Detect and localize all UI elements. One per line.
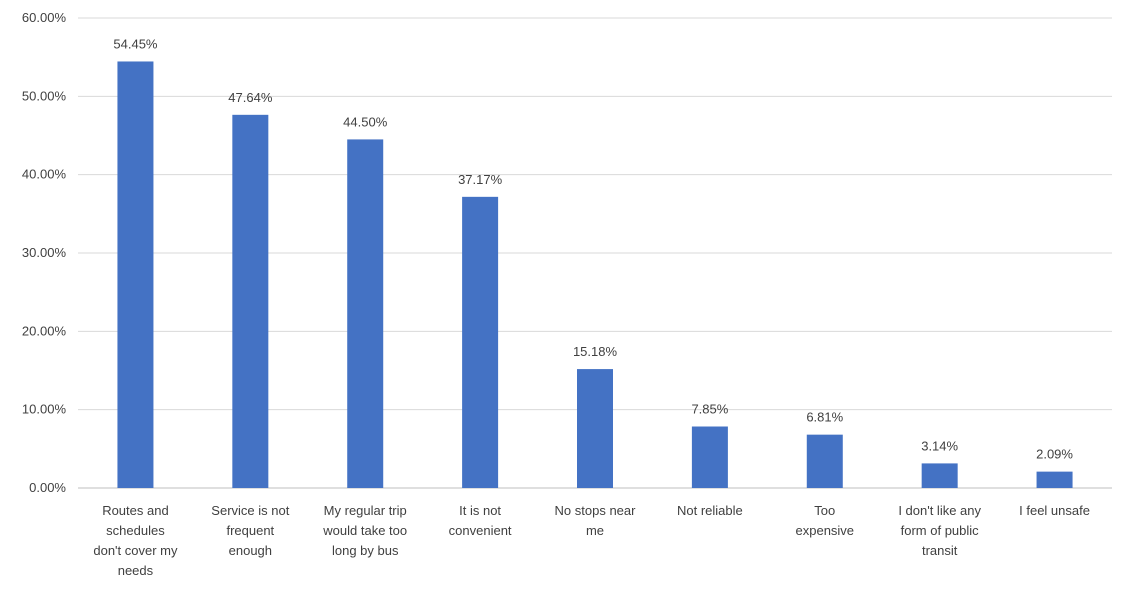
bar xyxy=(232,114,269,488)
category-label-line: My regular trip xyxy=(324,503,407,518)
category-label-line: It is not xyxy=(459,503,501,518)
category-label-line: I don't like any xyxy=(898,503,981,518)
x-axis-categories: Routes and schedules don't cover my needs Se… xyxy=(93,503,1090,578)
data-label: 15.18% xyxy=(573,344,618,359)
category-label: I feel unsafe xyxy=(1019,503,1090,518)
y-tick-label: 40.00% xyxy=(22,167,67,182)
bars xyxy=(117,61,1073,488)
category-label-line: long by bus xyxy=(332,543,399,558)
bar xyxy=(577,369,613,488)
category-label-line: convenient xyxy=(449,523,512,538)
category-label-line: enough xyxy=(229,543,272,558)
y-tick-label: 30.00% xyxy=(22,245,67,260)
category-label: My regular trip would take too long by bus xyxy=(322,503,407,558)
category-label-line: Service is not xyxy=(211,503,289,518)
category-label-line: needs xyxy=(118,563,154,578)
data-label: 3.14% xyxy=(921,438,958,453)
data-label: 54.45% xyxy=(113,36,158,51)
bar xyxy=(1036,471,1073,488)
bar xyxy=(462,196,499,488)
y-tick-label: 10.00% xyxy=(22,402,67,417)
y-axis-ticks: 0.00% 10.00% 20.00% 30.00% 40.00% 50.00% 60.00… xyxy=(22,10,67,495)
bar xyxy=(117,61,154,488)
category-label-line: me xyxy=(586,523,604,538)
category-label-line: Routes and xyxy=(102,503,169,518)
category-label-line: expensive xyxy=(796,523,855,538)
y-tick-label: 20.00% xyxy=(22,323,67,338)
category-label: I don't like any form of public transit xyxy=(898,503,981,558)
category-label-line: Too xyxy=(814,503,835,518)
category-label-line: form of public xyxy=(901,523,980,538)
data-label: 6.81% xyxy=(806,410,843,425)
category-label: Service is not frequent enough xyxy=(211,503,289,558)
data-label: 47.64% xyxy=(228,90,273,105)
category-label-line: would take too xyxy=(322,523,407,538)
data-labels: 54.45% 47.64% 44.50% 37.17% 15.18% 7.85% 6.81%… xyxy=(113,36,1073,461)
data-label: 7.85% xyxy=(691,402,728,417)
data-label: 37.17% xyxy=(458,172,503,187)
y-tick-label: 50.00% xyxy=(22,88,67,103)
category-label-line: frequent xyxy=(226,523,274,538)
category-label-line: I feel unsafe xyxy=(1019,503,1090,518)
bar xyxy=(806,434,843,488)
bar xyxy=(347,139,384,488)
bar xyxy=(691,426,728,488)
category-label: No stops near me xyxy=(555,503,637,538)
category-label-line: transit xyxy=(922,543,958,558)
y-tick-label: 0.00% xyxy=(29,480,66,495)
bar xyxy=(921,463,958,488)
category-label-line: Not reliable xyxy=(677,503,743,518)
category-label: Routes and schedules don't cover my needs xyxy=(93,503,178,578)
y-tick-label: 60.00% xyxy=(22,10,67,25)
category-label: It is not convenient xyxy=(449,503,512,538)
category-label-line: don't cover my xyxy=(93,543,178,558)
category-label: Not reliable xyxy=(677,503,743,518)
category-label-line: schedules xyxy=(106,523,165,538)
category-label-line: No stops near xyxy=(555,503,637,518)
data-label: 2.09% xyxy=(1036,447,1073,462)
category-label: Too expensive xyxy=(796,503,855,538)
data-label: 44.50% xyxy=(343,114,388,129)
